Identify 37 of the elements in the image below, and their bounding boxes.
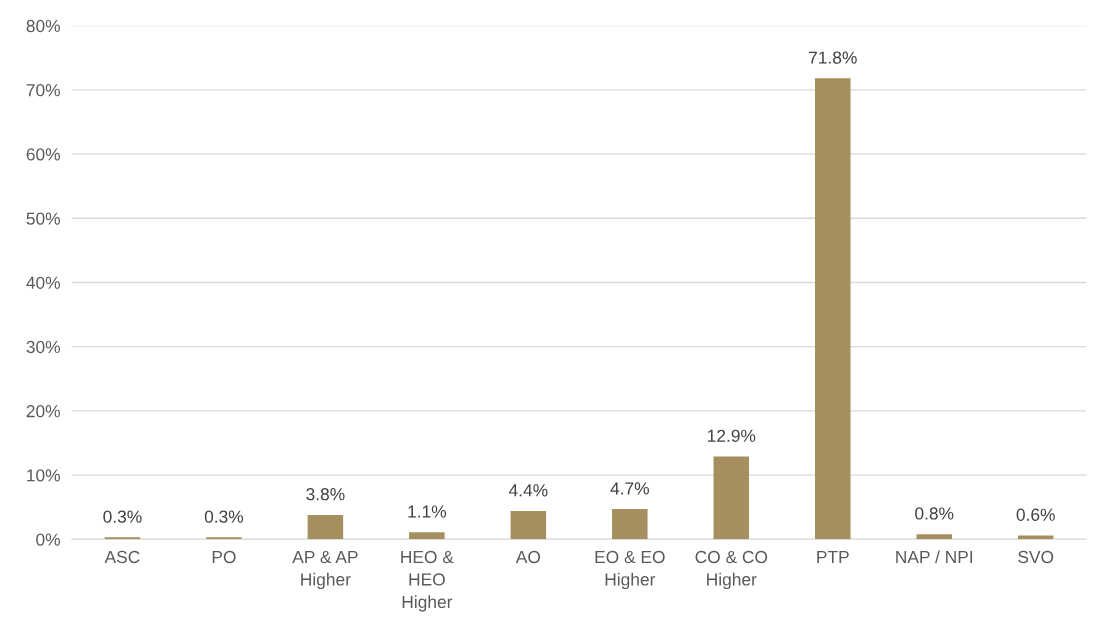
x-tick-label: PTP	[817, 551, 849, 563]
bar	[612, 509, 648, 540]
bar	[815, 78, 851, 540]
data-label: 71.8%	[809, 51, 857, 64]
bar	[510, 511, 547, 540]
bar	[713, 456, 750, 540]
bar	[916, 534, 952, 540]
bar	[409, 532, 445, 540]
x-tick-label: NAP / NPI	[896, 550, 973, 564]
x-tick-label: AO	[515, 550, 541, 564]
y-tick-label: 0%	[36, 533, 60, 546]
data-label: 3.8%	[306, 488, 345, 501]
y-tick-label: 60%	[26, 148, 60, 161]
x-tick-label: PO	[212, 550, 236, 564]
y-tick-label: 40%	[26, 276, 60, 289]
y-tick-label: 20%	[26, 405, 60, 418]
y-tick-label: 10%	[27, 469, 60, 482]
x-tick-label: SVO	[1018, 550, 1054, 564]
x-tick-label: ASC	[104, 550, 140, 564]
data-label: 0.6%	[1016, 508, 1055, 521]
data-label: 0.3%	[103, 510, 142, 523]
x-tick-label: HEO & HEO Higher	[401, 550, 454, 612]
y-tick-label: 50%	[26, 212, 60, 225]
x-tick-label: AP & AP Higher	[292, 550, 358, 590]
bar	[1017, 535, 1054, 540]
x-tick-label: EO & EO Higher	[595, 550, 665, 590]
data-label: 4.4%	[508, 484, 548, 497]
y-tick-label: 80%	[26, 19, 60, 33]
data-label: 0.3%	[204, 510, 244, 523]
data-label: 12.9%	[708, 429, 756, 442]
y-tick-label: 30%	[26, 340, 60, 354]
data-label: 0.8%	[915, 507, 954, 520]
x-tick-label: CO & CO Higher	[695, 550, 768, 590]
data-label: 1.1%	[408, 505, 447, 518]
bar	[307, 514, 344, 540]
y-tick-label: 70%	[26, 84, 60, 97]
data-label: 4.7%	[610, 482, 649, 495]
